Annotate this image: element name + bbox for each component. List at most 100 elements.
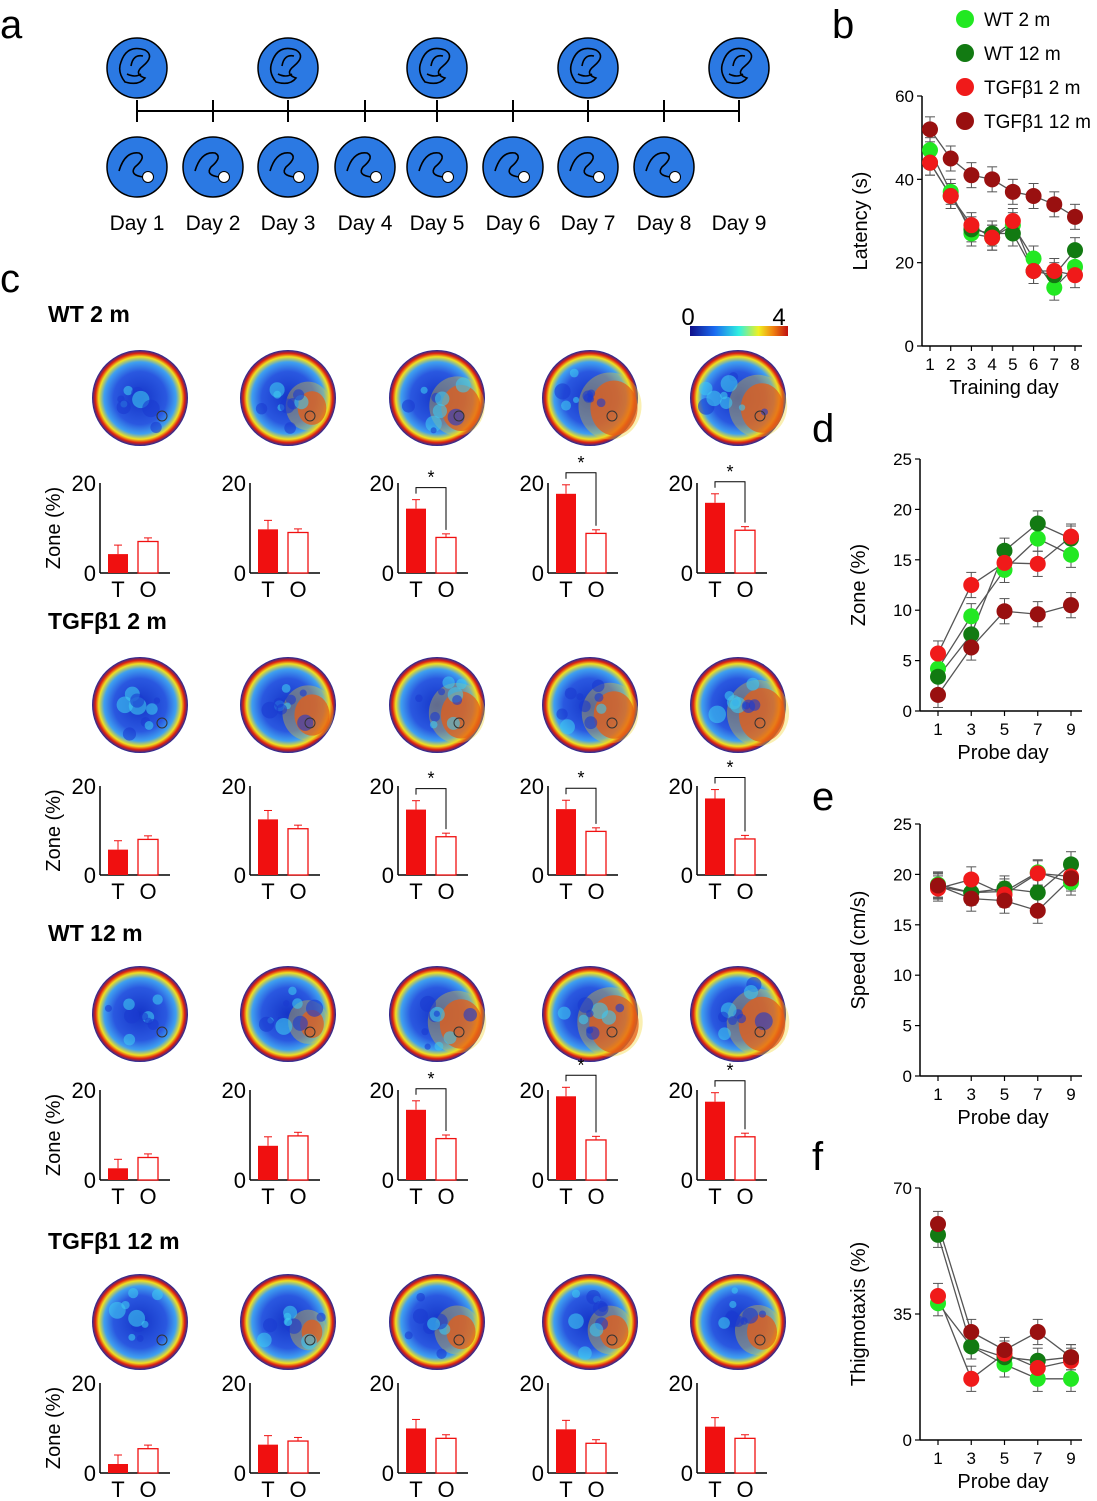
- heatmap-blob: [436, 1348, 447, 1359]
- heatmap-blob: [557, 1006, 571, 1020]
- pool-circle: [557, 136, 619, 198]
- day-label: Day 7: [561, 212, 616, 235]
- heatmap-blob: [578, 1014, 589, 1025]
- y-tick-label: 0: [84, 1168, 96, 1193]
- heatmap-blob: [415, 694, 423, 703]
- x-tick-label: T: [409, 577, 422, 602]
- significance-star: *: [726, 758, 733, 778]
- zone-bar-plot: 20 0T O *: [669, 462, 767, 602]
- significance-star: *: [726, 1061, 733, 1081]
- heatmap-blob: [285, 694, 296, 705]
- heatmap-blob: [731, 1287, 738, 1294]
- pool-circle: [257, 37, 319, 99]
- bar-other: [585, 532, 607, 574]
- heatmap-blob: [572, 396, 580, 403]
- zone-bar-plot: 20 0T O *: [370, 769, 468, 904]
- y-tick-label: 5: [903, 1017, 912, 1036]
- y-axis-label: Zone (%): [43, 789, 65, 871]
- y-tick-label: 70: [893, 1179, 912, 1198]
- scale-max-label: 4: [772, 304, 785, 331]
- heatmap-blob: [698, 381, 713, 396]
- zone-bar-plot: 20 0T O *: [669, 1061, 767, 1209]
- occupancy-heatmap: [389, 966, 487, 1062]
- data-point: [1067, 267, 1083, 284]
- platform-outline: [754, 1026, 766, 1038]
- significance-bracket: [714, 481, 746, 523]
- heatmap-blob: [746, 677, 760, 691]
- y-tick-label: 0: [532, 1168, 544, 1193]
- heatmap-warm: [427, 990, 487, 1054]
- data-point: [963, 167, 980, 184]
- data-point: [1046, 279, 1063, 296]
- data-point: [963, 608, 980, 625]
- y-tick-label: 20: [222, 471, 246, 496]
- y-tick-label: 20: [520, 471, 544, 496]
- occupancy-heatmap: [240, 350, 336, 446]
- y-tick-label: 20: [222, 1078, 246, 1103]
- significance-star: *: [427, 1069, 434, 1089]
- y-tick-label: 10: [893, 966, 912, 985]
- x-tick-label: O: [437, 879, 454, 904]
- heatmap-blob: [594, 692, 604, 702]
- heatmap-blob: [130, 693, 145, 708]
- heatmap-blob: [729, 1300, 737, 1309]
- y-tick-label: 20: [370, 1078, 394, 1103]
- heatmap-blob: [718, 1011, 729, 1023]
- data-point: [963, 626, 980, 643]
- x-tick-label: 6: [1029, 355, 1038, 374]
- bar-target: [556, 493, 576, 573]
- swim-path: [569, 152, 595, 178]
- x-axis-label: Probe day: [957, 1107, 1048, 1129]
- heatmap-blob: [586, 1026, 594, 1034]
- bar-target: [406, 508, 426, 573]
- heatmap-blob: [401, 399, 415, 413]
- heatmap-blob: [128, 1288, 139, 1299]
- heatmap-blob: [153, 697, 161, 704]
- training-pool-day-3: [257, 136, 319, 198]
- bar-other: [585, 1442, 607, 1474]
- heatmap-blob: [108, 1301, 126, 1319]
- x-tick-label: 7: [1033, 1085, 1042, 1104]
- data-point: [1004, 183, 1021, 200]
- y-tick-label: 20: [669, 471, 693, 496]
- occupancy-heatmap: [542, 657, 639, 753]
- bar-other: [137, 838, 159, 876]
- y-tick-label: 0: [681, 863, 693, 888]
- platform-outline: [304, 717, 316, 729]
- legend-marker: [956, 44, 974, 62]
- y-tick-label: 0: [903, 702, 912, 721]
- y-axis-label: Thigmotaxis (%): [848, 1242, 870, 1386]
- heatmap-disc: [92, 966, 188, 1062]
- heatmap-blob: [150, 421, 162, 434]
- data-point: [1004, 225, 1021, 242]
- x-tick-label: 3: [967, 355, 976, 374]
- training-pool-day-2: [182, 136, 244, 198]
- x-tick-label: T: [261, 1477, 274, 1501]
- x-tick-label: O: [289, 577, 306, 602]
- day-label: Day 5: [410, 212, 465, 235]
- bar-target: [258, 1444, 278, 1473]
- y-tick-label: 20: [72, 1078, 96, 1103]
- bar-other: [287, 531, 309, 574]
- heatmap-blob: [416, 1292, 425, 1302]
- y-tick-label: 20: [370, 471, 394, 496]
- zone-bar-plot: 20 0T O *: [520, 768, 618, 904]
- heatmap-blob: [615, 1003, 625, 1013]
- data-point: [1029, 884, 1046, 901]
- heatmap-blob: [152, 994, 163, 1005]
- legend-marker: [956, 10, 974, 28]
- heatmap-color-scale: 0 4: [681, 304, 788, 336]
- heatmap-blob: [142, 399, 160, 418]
- heatmap-blob: [584, 716, 598, 730]
- bar-other: [435, 1137, 457, 1181]
- heatmap-blob: [424, 1043, 431, 1050]
- heatmap-blob: [412, 1308, 429, 1324]
- probe-pool-day-9: [708, 37, 770, 99]
- heatmap-blob: [116, 400, 131, 415]
- y-tick-label: 20: [222, 1371, 246, 1396]
- heatmap-blob: [463, 1008, 477, 1022]
- heatmap-blob: [305, 999, 324, 1017]
- y-axis-label: Zone (%): [848, 544, 870, 626]
- x-tick-label: 1: [933, 1085, 942, 1104]
- heatmap-blob: [434, 391, 450, 407]
